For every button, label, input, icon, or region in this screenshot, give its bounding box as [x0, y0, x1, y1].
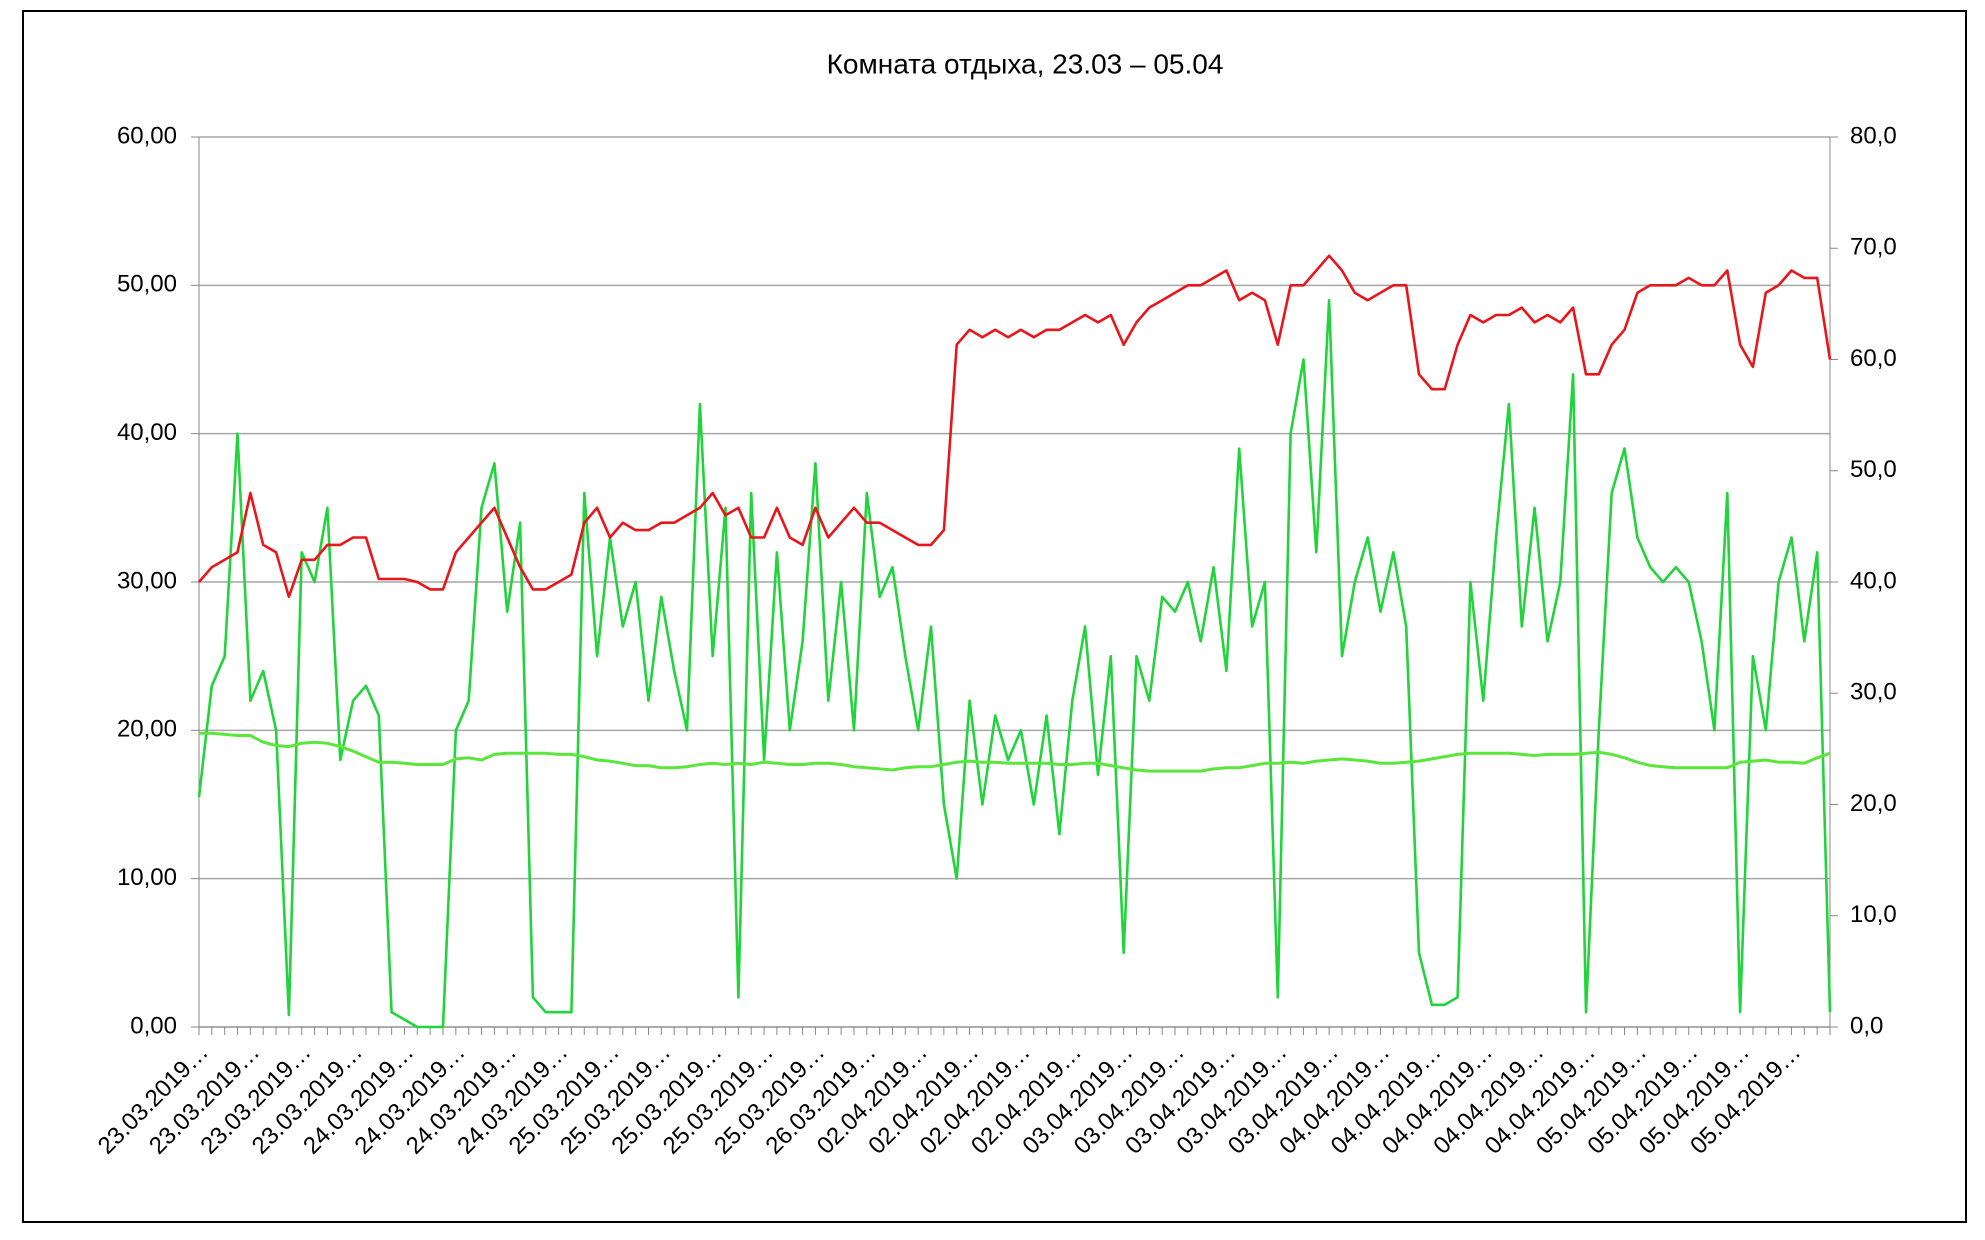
y2-tick-label: 70,0	[1850, 234, 1897, 261]
y2-tick-label: 30,0	[1850, 679, 1897, 706]
y-tick-label: 20,00	[117, 716, 177, 743]
chart-title: Комната отдыха, 23.03 – 05.04	[827, 48, 1224, 79]
series-line	[198, 254, 1832, 599]
y-tick-label: 40,00	[117, 419, 177, 446]
y2-tick-label: 60,0	[1850, 345, 1897, 372]
y2-tick-label: 40,0	[1850, 567, 1897, 594]
y2-tick-label: 20,0	[1850, 790, 1897, 817]
chart-frame	[22, 10, 1967, 1223]
y-tick-label: 10,00	[117, 864, 177, 891]
y-tick-label: 60,00	[117, 122, 177, 149]
y2-tick-label: 80,0	[1850, 122, 1897, 149]
y2-tick-label: 10,0	[1850, 901, 1897, 928]
y-tick-label: 50,00	[117, 271, 177, 298]
series-line	[197, 298, 1832, 1029]
y2-tick-label: 0,0	[1850, 1012, 1883, 1039]
y2-tick-label: 50,0	[1850, 456, 1897, 483]
series-line	[199, 731, 1831, 773]
y-tick-label: 30,00	[117, 567, 177, 594]
y-tick-label: 0,00	[130, 1012, 177, 1039]
